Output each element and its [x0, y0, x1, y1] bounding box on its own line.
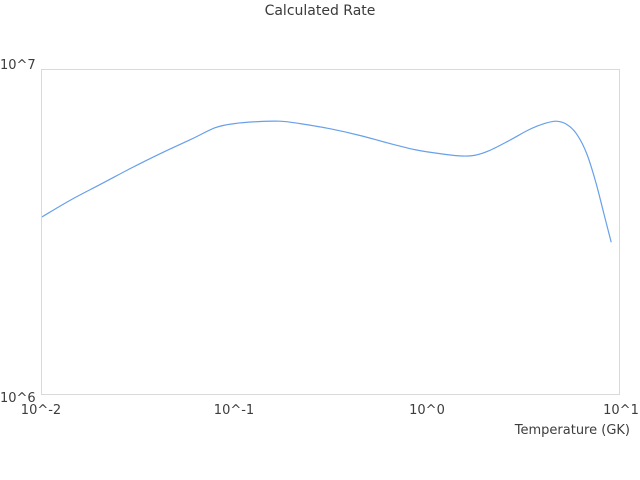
- x-tick-label: 10^-2: [20, 403, 62, 418]
- plot-area: [41, 69, 620, 395]
- x-tick-label: 10^-1: [213, 403, 255, 418]
- x-tick-label: 10^1: [603, 403, 639, 418]
- y-tick-label-1e7: 10^7: [0, 58, 36, 73]
- x-axis-title: Temperature (GK): [514, 423, 630, 438]
- chart-title: Calculated Rate: [264, 3, 376, 19]
- y-tick-label-1e6: 10^6: [0, 391, 36, 406]
- rate-curve: [42, 120, 612, 243]
- x-tick-label: 10^0: [409, 403, 445, 418]
- rate-line: [42, 120, 612, 243]
